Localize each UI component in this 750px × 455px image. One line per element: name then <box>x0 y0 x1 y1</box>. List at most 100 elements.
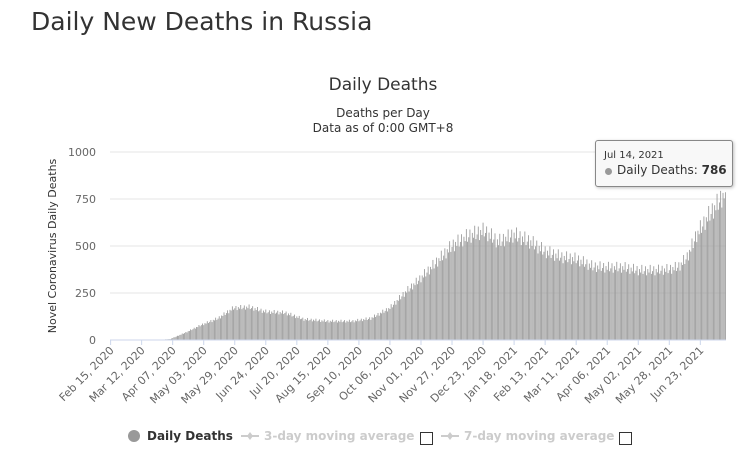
bar[interactable] <box>413 283 415 340</box>
bar[interactable] <box>421 275 423 340</box>
bar[interactable] <box>686 252 688 340</box>
bar[interactable] <box>522 236 523 340</box>
bar[interactable] <box>442 260 443 340</box>
bar[interactable] <box>724 192 726 340</box>
bar[interactable] <box>476 234 478 340</box>
bar[interactable] <box>592 270 594 340</box>
bar[interactable] <box>600 270 602 340</box>
bar[interactable] <box>547 250 548 340</box>
bar[interactable] <box>209 321 211 340</box>
bar[interactable] <box>530 240 532 340</box>
bar[interactable] <box>666 264 668 340</box>
bar[interactable] <box>596 272 597 340</box>
bar[interactable] <box>214 320 215 340</box>
bar[interactable] <box>342 321 344 340</box>
bar[interactable] <box>357 318 359 340</box>
bar[interactable] <box>400 299 402 340</box>
bar[interactable] <box>646 275 648 340</box>
bar[interactable] <box>495 247 497 340</box>
bar[interactable] <box>237 307 239 340</box>
bar[interactable] <box>448 252 449 340</box>
bar[interactable] <box>270 313 271 340</box>
bar[interactable] <box>708 205 710 340</box>
bar[interactable] <box>537 253 539 340</box>
bar[interactable] <box>315 318 317 340</box>
bar[interactable] <box>200 325 202 340</box>
bar[interactable] <box>516 227 517 340</box>
bar[interactable] <box>611 263 613 340</box>
bar[interactable] <box>689 249 691 340</box>
bar[interactable] <box>622 266 624 340</box>
bar[interactable] <box>477 226 479 340</box>
bar[interactable] <box>616 261 618 340</box>
bar[interactable] <box>715 210 717 340</box>
bar[interactable] <box>399 295 400 340</box>
bar[interactable] <box>310 318 312 340</box>
bar[interactable] <box>453 251 455 340</box>
bar[interactable] <box>494 233 496 340</box>
bar[interactable] <box>340 319 342 340</box>
bar[interactable] <box>379 312 381 340</box>
bar[interactable] <box>492 242 494 340</box>
bar[interactable] <box>456 246 458 340</box>
bar[interactable] <box>225 313 227 340</box>
bar[interactable] <box>408 291 410 340</box>
bar[interactable] <box>579 266 581 340</box>
bar[interactable] <box>286 315 288 340</box>
bar[interactable] <box>245 309 246 340</box>
bar[interactable] <box>332 319 334 340</box>
bar[interactable] <box>555 253 557 340</box>
bar[interactable] <box>469 229 471 340</box>
bar[interactable] <box>692 248 694 340</box>
bar[interactable] <box>652 271 654 340</box>
bar[interactable] <box>615 269 616 340</box>
bar[interactable] <box>636 266 638 340</box>
bar[interactable] <box>653 266 655 340</box>
bar[interactable] <box>505 236 507 340</box>
bar[interactable] <box>631 271 633 340</box>
bar[interactable] <box>389 309 391 340</box>
bar[interactable] <box>173 337 175 340</box>
bar[interactable] <box>384 310 386 340</box>
bar[interactable] <box>280 313 282 340</box>
bar[interactable] <box>394 301 396 340</box>
bar[interactable] <box>654 275 656 340</box>
bar[interactable] <box>212 319 214 340</box>
bar[interactable] <box>277 310 279 340</box>
bar[interactable] <box>471 232 473 340</box>
bar[interactable] <box>283 314 285 340</box>
bar[interactable] <box>227 310 229 340</box>
bar[interactable] <box>656 272 658 340</box>
bar[interactable] <box>507 229 509 340</box>
bar[interactable] <box>659 273 661 340</box>
bar[interactable] <box>295 318 297 340</box>
bar[interactable] <box>683 255 685 340</box>
bar[interactable] <box>381 313 383 340</box>
bar[interactable] <box>428 274 430 340</box>
bar[interactable] <box>699 220 701 340</box>
bar[interactable] <box>420 282 422 340</box>
bar[interactable] <box>297 317 299 340</box>
bar[interactable] <box>301 318 303 340</box>
bar[interactable] <box>717 209 719 340</box>
bar[interactable] <box>685 259 687 340</box>
bar[interactable] <box>351 321 353 340</box>
bar[interactable] <box>550 257 552 340</box>
bar[interactable] <box>239 308 240 340</box>
bar[interactable] <box>385 308 387 340</box>
bar[interactable] <box>352 320 354 340</box>
bar[interactable] <box>545 258 547 340</box>
bar[interactable] <box>272 312 274 340</box>
bar[interactable] <box>274 313 276 340</box>
bar[interactable] <box>319 319 320 340</box>
bar[interactable] <box>190 329 192 340</box>
bar[interactable] <box>581 264 583 340</box>
bar[interactable] <box>572 257 574 340</box>
bar[interactable] <box>350 322 351 340</box>
bar[interactable] <box>294 314 295 340</box>
bar[interactable] <box>243 305 245 340</box>
bar[interactable] <box>670 264 671 340</box>
bar[interactable] <box>313 319 314 340</box>
bar[interactable] <box>613 266 615 340</box>
bar[interactable] <box>180 334 182 340</box>
